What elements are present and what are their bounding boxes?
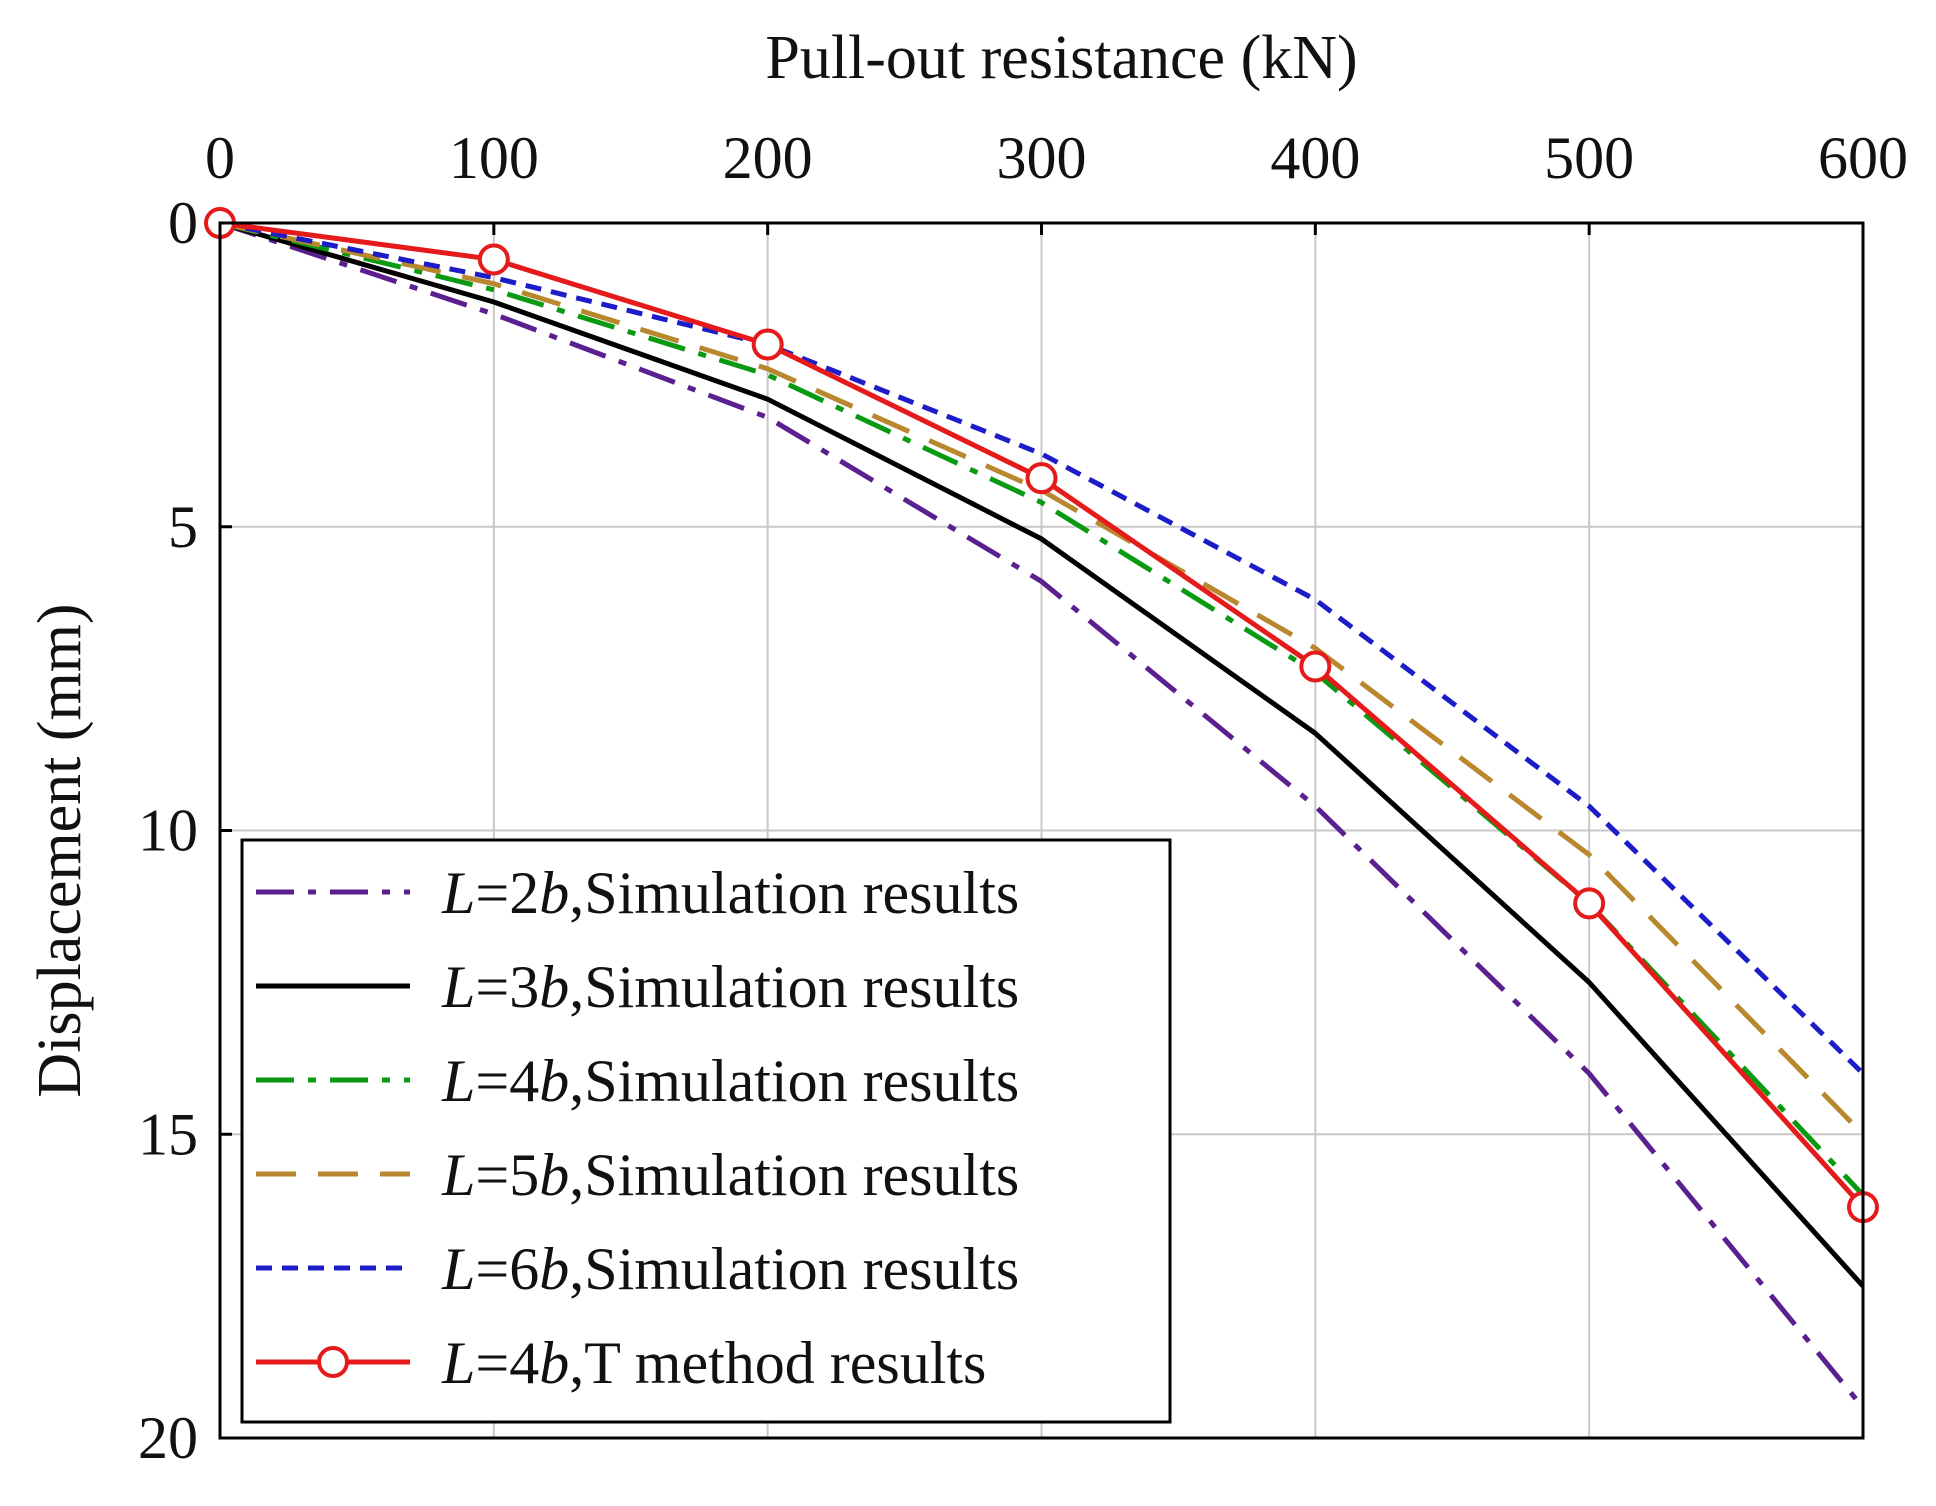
x-axis-title: Pull-out resistance (kN) <box>765 24 1357 92</box>
legend-label-var: L <box>441 1142 475 1208</box>
axis-ticks: 0 100 200 300 400 500 600 0 5 10 15 20 <box>138 125 1908 1471</box>
series-line-L3 <box>219 220 1865 1288</box>
x-tick-label: 0 <box>205 125 235 191</box>
x-tick-label: 100 <box>449 125 539 191</box>
legend-label-desc: ,T method results <box>569 1330 986 1396</box>
series-line-L2 <box>219 220 1865 1410</box>
x-tick-label: 600 <box>1818 125 1908 191</box>
x-tick-label: 400 <box>1270 125 1360 191</box>
legend-label-desc: ,Simulation results <box>569 860 1019 926</box>
legend-label-L3: L=3b,Simulation results <box>441 954 1019 1020</box>
legend-label-L5: L=5b,Simulation results <box>441 1142 1019 1208</box>
x-tick-label: 200 <box>723 125 813 191</box>
legend-label-desc: ,Simulation results <box>569 1048 1019 1114</box>
legend-label-T4: L=4b,T method results <box>441 1330 986 1396</box>
legend-label-eq: =3 <box>475 954 539 1020</box>
legend-label-b: b <box>539 1142 569 1208</box>
legend-label-var: L <box>441 954 475 1020</box>
series-lines <box>204 207 1879 1410</box>
legend-label-var: L <box>441 1048 475 1114</box>
legend-label-b: b <box>539 1330 569 1396</box>
legend-label-desc: ,Simulation results <box>569 1236 1019 1302</box>
series-line-L6 <box>219 220 1865 1076</box>
data-point-T4 <box>1573 887 1606 920</box>
y-tick-label: 10 <box>138 798 198 864</box>
legend-label-L6: L=6b,Simulation results <box>441 1236 1019 1302</box>
y-tick-label: 5 <box>168 494 198 560</box>
y-axis-title: Displacement (mm) <box>26 603 94 1097</box>
series-line-L5 <box>219 220 1865 1136</box>
legend-label-var: L <box>441 1236 475 1302</box>
legend-label-L4: L=4b,Simulation results <box>441 1048 1019 1114</box>
data-point-T4 <box>1025 462 1058 495</box>
series-line-L4 <box>219 220 1865 1197</box>
x-tick-label: 500 <box>1544 125 1634 191</box>
y-tick-label: 0 <box>168 190 198 256</box>
x-tick-label: 300 <box>997 125 1087 191</box>
legend-label-desc: ,Simulation results <box>569 954 1019 1020</box>
legend-label-var: L <box>441 860 475 926</box>
legend-label-eq: =4 <box>475 1048 539 1114</box>
legend-label-eq: =4 <box>475 1330 539 1396</box>
legend-label-desc: ,Simulation results <box>569 1142 1019 1208</box>
legend-label-b: b <box>539 954 569 1020</box>
legend-label-eq: =6 <box>475 1236 539 1302</box>
legend-box <box>240 838 1172 1424</box>
data-point-T4 <box>1299 650 1332 683</box>
y-tick-label: 15 <box>138 1101 198 1167</box>
legend-label-eq: =2 <box>475 860 539 926</box>
data-point-T4 <box>751 328 784 361</box>
legend-label-L2: L=2b,Simulation results <box>441 860 1019 926</box>
y-tick-label: 20 <box>138 1405 198 1471</box>
legend-label-eq: =5 <box>475 1142 539 1208</box>
legend-label-b: b <box>539 1236 569 1302</box>
legend-label-b: b <box>539 860 569 926</box>
legend-label-b: b <box>539 1048 569 1114</box>
data-point-T4 <box>477 243 510 276</box>
legend-marker <box>317 1346 349 1378</box>
legend-label-var: L <box>441 1330 475 1396</box>
